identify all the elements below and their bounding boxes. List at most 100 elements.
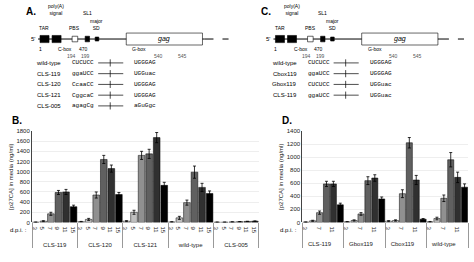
svg-text:194: 194 (67, 53, 76, 59)
svg-text:5: 5 (221, 226, 227, 230)
svg-text:wild-type: wild-type (272, 60, 297, 66)
svg-text:Gbox119: Gbox119 (349, 241, 374, 247)
svg-text:3: 3 (77, 226, 83, 230)
svg-text:C-box: C-box (58, 46, 72, 52)
svg-text:CggcaC: CggcaC (72, 92, 94, 99)
svg-text:1600: 1600 (16, 138, 30, 144)
svg-text:CLS-119: CLS-119 (43, 242, 67, 248)
svg-text:CLS-119: CLS-119 (273, 92, 297, 98)
svg-text:SL1: SL1 (318, 10, 327, 16)
svg-text:15: 15 (160, 226, 166, 233)
svg-text:D.: D. (282, 115, 292, 126)
svg-text:SL1: SL1 (83, 10, 92, 16)
svg-text:UGGuac: UGGuac (370, 92, 392, 99)
svg-text:Cbox119: Cbox119 (391, 241, 415, 247)
svg-text:UGGGAG: UGGGAG (134, 59, 156, 66)
svg-text:3: 3 (122, 226, 128, 230)
svg-text:[p27CA] in media (ng/ml): [p27CA] in media (ng/ml) (8, 144, 14, 210)
svg-text:9: 9 (236, 226, 242, 230)
svg-text:Cbox119: Cbox119 (273, 71, 297, 77)
svg-text:3: 3 (385, 226, 391, 230)
svg-text:3: 3 (426, 226, 432, 230)
svg-text:0: 0 (297, 220, 301, 226)
svg-text:11: 11 (329, 226, 335, 233)
svg-text:B.: B. (12, 115, 22, 126)
svg-text:PBS: PBS (69, 25, 80, 31)
svg-text:7: 7 (47, 226, 53, 230)
svg-text:majorSD: majorSD (326, 18, 339, 31)
svg-text:UGGGAG: UGGGAG (134, 92, 156, 99)
svg-text:CLS-121: CLS-121 (37, 92, 61, 98)
svg-text:540: 540 (389, 53, 398, 59)
svg-text:7: 7 (138, 226, 144, 230)
svg-text:ggaUCC: ggaUCC (308, 92, 330, 99)
svg-text:9: 9 (190, 226, 196, 230)
svg-text:470: 470 (79, 46, 88, 52)
svg-text:1: 1 (39, 46, 42, 52)
svg-text:400: 400 (20, 199, 31, 205)
svg-text:11: 11 (107, 226, 113, 233)
svg-text:5': 5' (31, 36, 35, 42)
svg-text:TAR: TAR (39, 25, 49, 31)
svg-text:1000: 1000 (287, 154, 301, 160)
svg-text:15: 15 (206, 226, 212, 233)
svg-text:470: 470 (314, 46, 323, 52)
svg-text:Gbox119: Gbox119 (272, 81, 297, 87)
svg-text:11: 11 (198, 226, 204, 233)
svg-text:CLS-120: CLS-120 (37, 81, 61, 87)
svg-text:d.p.i. :: d.p.i. : (10, 227, 27, 233)
svg-text:C-box: C-box (294, 46, 308, 52)
svg-text:majorSD: majorSD (90, 18, 103, 31)
svg-text:5: 5 (85, 226, 91, 230)
svg-text:1: 1 (274, 46, 277, 52)
svg-text:194: 194 (302, 53, 311, 59)
svg-text:TAR: TAR (275, 25, 285, 31)
svg-text:ggaUCC: ggaUCC (308, 70, 330, 77)
svg-text:UGGuac: UGGuac (134, 70, 156, 77)
svg-text:A.: A. (26, 6, 36, 17)
svg-text:9: 9 (145, 226, 151, 230)
svg-text:wild-type: wild-type (36, 60, 61, 66)
svg-text:11: 11 (412, 226, 418, 233)
svg-text:7: 7 (92, 226, 98, 230)
svg-text:wild-type: wild-type (178, 242, 203, 248)
svg-text:199: 199 (81, 53, 90, 59)
svg-text:CUCUCC: CUCUCC (72, 59, 94, 66)
svg-text:1200: 1200 (16, 159, 30, 165)
svg-text:7: 7 (183, 226, 189, 230)
svg-text:7: 7 (316, 226, 322, 230)
svg-text:200: 200 (290, 206, 301, 212)
svg-text:600: 600 (290, 180, 301, 186)
svg-text:C.: C. (261, 6, 271, 17)
svg-text:199: 199 (316, 53, 325, 59)
svg-text:1400: 1400 (287, 128, 301, 134)
svg-text:1800: 1800 (16, 128, 30, 134)
svg-text:CUCUCC: CUCUCC (308, 81, 330, 88)
svg-text:3: 3 (168, 226, 174, 230)
svg-text:3: 3 (302, 226, 308, 230)
svg-text:400: 400 (290, 193, 301, 199)
svg-text:CLS-005: CLS-005 (224, 242, 248, 248)
svg-text:800: 800 (20, 179, 31, 185)
svg-text:CcaaCC: CcaaCC (72, 81, 94, 88)
svg-text:poly(A)signal: poly(A)signal (48, 3, 64, 16)
svg-text:5': 5' (266, 36, 270, 42)
svg-text:[p27CA] in media (ng/ml): [p27CA] in media (ng/ml) (278, 144, 284, 210)
svg-text:UGGuac: UGGuac (370, 81, 392, 88)
svg-text:15: 15 (115, 226, 121, 233)
svg-text:UGGGAG: UGGGAG (134, 81, 156, 88)
svg-text:CLS-120: CLS-120 (88, 242, 112, 248)
svg-text:G-box: G-box (368, 46, 382, 52)
svg-text:1000: 1000 (16, 169, 30, 175)
svg-text:600: 600 (20, 189, 31, 195)
svg-text:CLS-119: CLS-119 (308, 241, 332, 247)
svg-text:CUCUCC: CUCUCC (308, 59, 330, 66)
svg-text:ggaUCC: ggaUCC (72, 70, 94, 77)
svg-text:poly(A)signal: poly(A)signal (284, 3, 300, 16)
svg-text:7: 7 (228, 226, 234, 230)
svg-text:CLS-119: CLS-119 (37, 71, 61, 77)
svg-text:11: 11 (454, 226, 460, 233)
svg-text:5: 5 (39, 226, 45, 230)
svg-text:gag: gag (394, 35, 406, 43)
svg-text:11: 11 (153, 226, 159, 233)
